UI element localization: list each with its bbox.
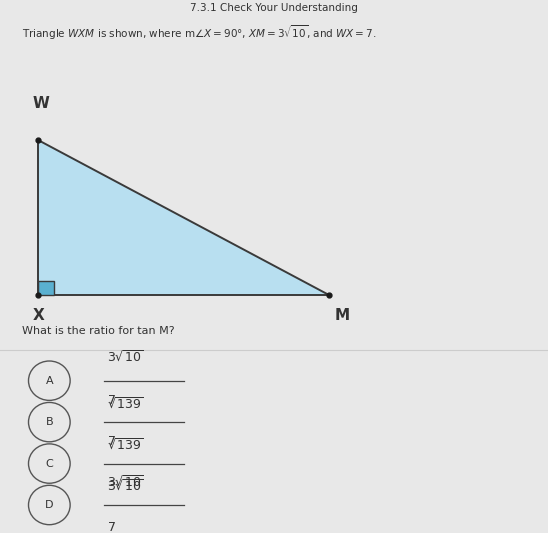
Text: $7$: $7$ bbox=[107, 435, 116, 448]
Text: A: A bbox=[45, 376, 53, 386]
Text: $\sqrt{139}$: $\sqrt{139}$ bbox=[107, 438, 144, 453]
Text: $3\sqrt{10}$: $3\sqrt{10}$ bbox=[107, 350, 144, 365]
Text: $\sqrt{139}$: $\sqrt{139}$ bbox=[107, 396, 144, 411]
Text: $7$: $7$ bbox=[107, 521, 116, 533]
Text: W: W bbox=[33, 96, 50, 111]
Text: $3\sqrt{10}$: $3\sqrt{10}$ bbox=[107, 479, 144, 494]
Text: M: M bbox=[334, 308, 350, 323]
Text: X: X bbox=[33, 308, 44, 323]
Text: What is the ratio for tan M?: What is the ratio for tan M? bbox=[22, 326, 175, 336]
Text: Triangle $WXM$ is shown, where m$\angle X = 90°$, $XM = 3\sqrt{10}$, and $WX = 7: Triangle $WXM$ is shown, where m$\angle … bbox=[22, 23, 376, 42]
Text: 7.3.1 Check Your Understanding: 7.3.1 Check Your Understanding bbox=[190, 3, 358, 13]
Text: $3\sqrt{10}$: $3\sqrt{10}$ bbox=[107, 474, 144, 489]
Text: $7$: $7$ bbox=[107, 393, 116, 407]
Polygon shape bbox=[38, 140, 329, 295]
Text: D: D bbox=[45, 500, 54, 510]
Text: C: C bbox=[45, 458, 53, 469]
Polygon shape bbox=[38, 281, 54, 295]
Text: B: B bbox=[45, 417, 53, 427]
